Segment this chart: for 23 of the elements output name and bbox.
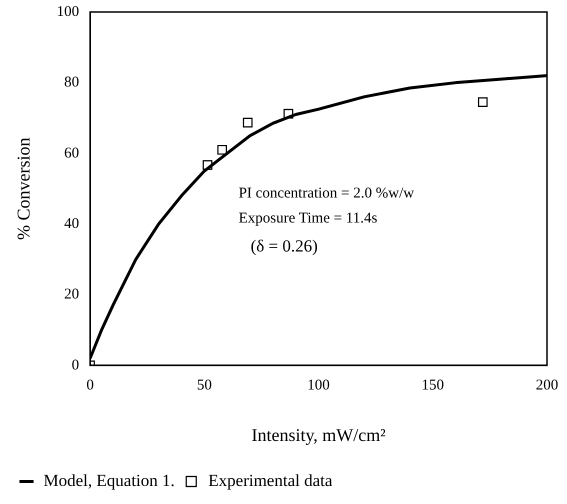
x-axis-title: Intensity, mW/cm²: [251, 424, 386, 445]
x-tick-label: 150: [422, 377, 444, 394]
y-tick-label: 60: [64, 145, 80, 162]
x-tick-label: 50: [196, 377, 212, 394]
x-tick-label: 100: [307, 377, 330, 394]
point: [202, 160, 212, 170]
annotation: (δ = 0.26): [250, 236, 318, 256]
y-tick-label: 100: [56, 4, 80, 20]
y-tick-label: 80: [64, 74, 80, 91]
x-tick-label: 0: [86, 377, 94, 394]
y-axis-title: % Conversion: [14, 137, 34, 240]
annotation: Exposure Time = 11.4s: [238, 210, 378, 227]
legend-label: Experimental data: [208, 470, 333, 490]
legend-label: Model, Equation 1.: [44, 470, 175, 490]
annotation: PI concentration = 2.0 %w/w: [238, 186, 414, 202]
point: [284, 108, 294, 119]
point: [478, 97, 488, 107]
point: [242, 118, 253, 128]
y-tick-label: 0: [72, 357, 80, 374]
point: [217, 144, 227, 155]
x-tick-label: 200: [536, 377, 558, 394]
y-tick-label: 20: [64, 286, 80, 303]
y-tick-label: 40: [64, 216, 80, 232]
